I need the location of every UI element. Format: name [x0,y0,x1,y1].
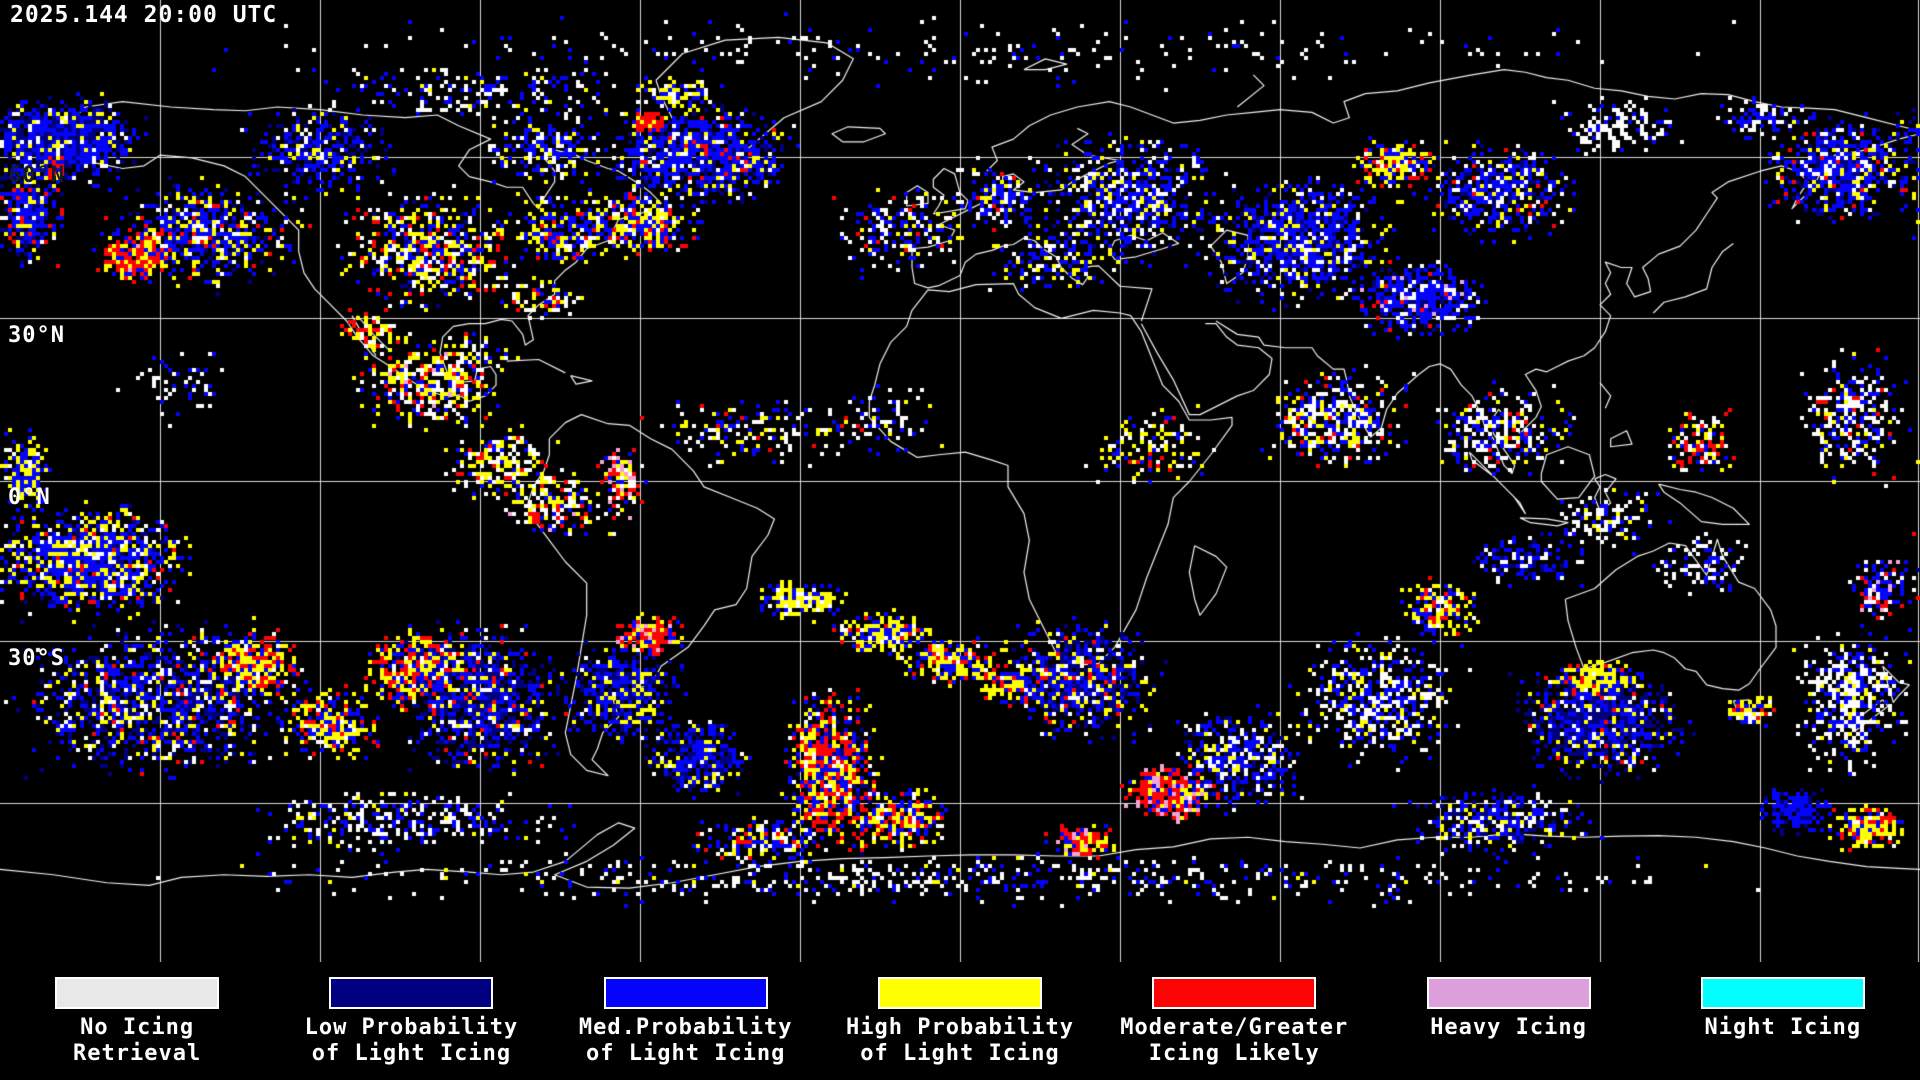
legend-swatch-moderate-greater [1152,977,1316,1009]
legend-item-heavy-icing: Heavy Icing [1371,962,1645,1080]
legend-item-low-probability: Low Probabilityof Light Icing [274,962,548,1080]
lat-label-60n: 60°N [8,163,65,188]
legend-label-moderate-greater: Moderate/GreaterIcing Likely [1120,1015,1348,1067]
icing-data-map-canvas [0,0,1920,962]
legend-label-night-icing: Night Icing [1704,1015,1861,1041]
legend-label-high-probability: High Probabilityof Light Icing [846,1015,1074,1067]
legend-item-no-icing: No IcingRetrieval [0,962,274,1080]
world-map-area: 60°N 2025.144 20:00 UTC 30°N 0°N 30°S [0,0,1920,962]
icing-product-screen: 60°N 2025.144 20:00 UTC 30°N 0°N 30°S No… [0,0,1920,1080]
legend-item-high-probability: High Probabilityof Light Icing [823,962,1097,1080]
legend-swatch-high-probability [878,977,1042,1009]
legend-swatch-night-icing [1701,977,1865,1009]
legend-label-low-probability: Low Probabilityof Light Icing [305,1015,519,1067]
legend-swatch-med-probability [604,977,768,1009]
legend-swatch-heavy-icing [1427,977,1591,1009]
legend-item-night-icing: Night Icing [1646,962,1920,1080]
legend-swatch-no-icing [55,977,219,1009]
legend-label-no-icing: No IcingRetrieval [73,1015,201,1067]
legend-bar: No IcingRetrieval Low Probabilityof Ligh… [0,962,1920,1080]
legend-swatch-low-probability [329,977,493,1009]
legend-label-med-probability: Med.Probabilityof Light Icing [579,1015,793,1067]
legend-item-med-probability: Med.Probabilityof Light Icing [549,962,823,1080]
legend-item-moderate-greater: Moderate/GreaterIcing Likely [1097,962,1371,1080]
legend-label-heavy-icing: Heavy Icing [1430,1015,1587,1041]
